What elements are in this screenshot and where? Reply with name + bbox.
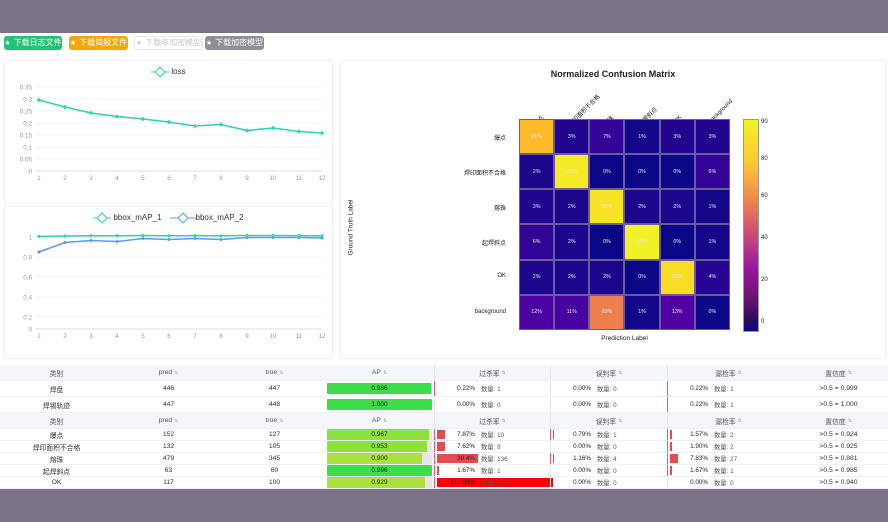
svg-text:7: 7 [193,333,197,340]
svg-text:0.3: 0.3 [23,97,32,104]
svg-text:0.4: 0.4 [23,295,32,302]
svg-text:7: 7 [193,175,197,182]
svg-text:12: 12 [318,333,326,340]
svg-text:2: 2 [63,175,67,182]
svg-text:10: 10 [269,175,277,182]
svg-text:0.35: 0.35 [20,85,33,92]
svg-text:0: 0 [28,327,32,334]
svg-text:1: 1 [37,333,41,340]
svg-text:10: 10 [269,333,277,340]
svg-text:3: 3 [89,333,93,340]
svg-text:11: 11 [296,333,303,340]
svg-text:4: 4 [115,175,119,182]
svg-text:3: 3 [89,175,93,182]
svg-text:11: 11 [296,175,303,182]
svg-text:4: 4 [115,333,119,340]
svg-text:1: 1 [28,235,32,242]
svg-text:8: 8 [219,175,223,182]
svg-text:0: 0 [28,169,32,176]
svg-text:1: 1 [37,175,41,182]
svg-text:9: 9 [245,333,249,340]
svg-text:6: 6 [167,333,171,340]
svg-text:0.6: 0.6 [23,275,32,282]
svg-text:0.1: 0.1 [23,145,32,152]
svg-text:9: 9 [245,175,249,182]
svg-text:2: 2 [63,333,67,340]
svg-text:0.2: 0.2 [23,121,32,128]
svg-text:5: 5 [141,333,145,340]
svg-text:0.15: 0.15 [20,133,33,140]
svg-text:6: 6 [167,175,171,182]
svg-text:0.25: 0.25 [20,109,33,116]
svg-text:5: 5 [141,175,145,182]
svg-text:0.8: 0.8 [23,255,32,262]
svg-text:0.05: 0.05 [20,157,33,164]
svg-text:0.2: 0.2 [23,315,32,322]
svg-text:12: 12 [318,175,326,182]
svg-text:8: 8 [219,333,223,340]
